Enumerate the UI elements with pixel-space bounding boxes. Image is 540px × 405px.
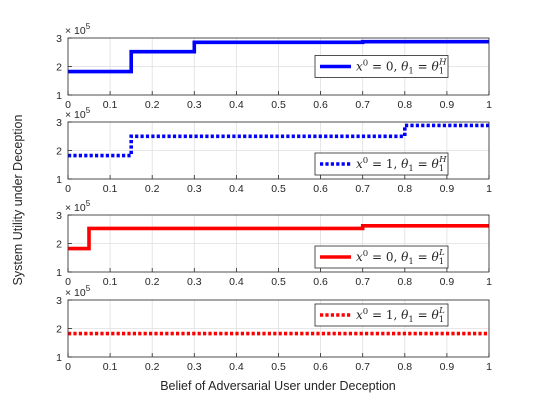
legend-label: x0 = 0, θ1 = θ1H xyxy=(356,58,447,77)
x-tick-label: 0.1 xyxy=(103,99,118,111)
y-axis-label: System Utility under Deception xyxy=(11,115,25,286)
x-tick-label: 0.1 xyxy=(103,276,118,288)
x-tick-label: 0.4 xyxy=(229,276,244,288)
legend-label: x0 = 0, θ1 = θ1L xyxy=(356,248,445,267)
x-tick-label: 0.5 xyxy=(271,183,286,195)
x-tick-label: 0.6 xyxy=(313,99,328,111)
x-tick-label: 0.9 xyxy=(440,183,455,195)
x-tick-label: 0.3 xyxy=(187,361,202,373)
x-tick-label: 0.1 xyxy=(103,183,118,195)
y-tick-label: 2 xyxy=(56,62,62,74)
x-tick-label: 0.3 xyxy=(187,99,202,111)
x-tick-label: 0.1 xyxy=(103,361,118,373)
legend: x0 = 0, θ1 = θ1H xyxy=(314,55,449,78)
subplot-4: 0 0.1 0.2 0.3 0.4 0.5 0.6 0.7 0.8 0.9 1 1 2 3× 105 x0 … xyxy=(56,284,492,373)
x-tick-label: 1 xyxy=(486,361,492,373)
x-tick-label: 0.4 xyxy=(229,99,244,111)
axes-box xyxy=(67,299,490,358)
x-tick-label: 0.2 xyxy=(145,276,160,288)
y-tick-label: 3 xyxy=(56,295,62,307)
y-tick-label: 2 xyxy=(56,324,62,336)
legend-label: x0 = 1, θ1 = θ1H xyxy=(356,155,447,174)
y-exponent-label: × 105 xyxy=(65,284,91,299)
x-tick-label: 0.8 xyxy=(397,361,412,373)
axes-box xyxy=(67,37,490,96)
subplot-1: 0 0.1 0.2 0.3 0.4 0.5 0.6 0.7 0.8 0.9 1 1 2 3× 105 x0 … xyxy=(56,22,492,111)
legend: x0 = 0, θ1 = θ1L xyxy=(314,245,449,269)
x-tick-label: 0.7 xyxy=(355,276,370,288)
x-tick-label: 0.6 xyxy=(313,183,328,195)
y-tick-label: 3 xyxy=(56,33,62,45)
x-tick-label: 0.4 xyxy=(229,361,244,373)
x-tick-label: 0 xyxy=(65,99,71,111)
x-tick-label: 0.8 xyxy=(397,99,412,111)
x-tick-label: 0.9 xyxy=(440,361,455,373)
legend-box xyxy=(314,245,449,269)
y-exponent-label: × 105 xyxy=(65,106,91,121)
axes-box xyxy=(67,214,490,273)
x-tick-label: 0 xyxy=(65,183,71,195)
x-tick-label: 0.2 xyxy=(145,183,160,195)
x-tick-label: 0.4 xyxy=(229,183,244,195)
x-tick-label: 0.5 xyxy=(271,99,286,111)
x-tick-label: 0.8 xyxy=(397,183,412,195)
y-tick-label: 3 xyxy=(56,117,62,129)
x-tick-label: 0 xyxy=(65,361,71,373)
x-tick-label: 0.8 xyxy=(397,276,412,288)
y-exponent-label: × 105 xyxy=(65,199,91,214)
y-tick-label: 2 xyxy=(56,146,62,158)
x-tick-label: 0.2 xyxy=(145,99,160,111)
y-tick-label: 3 xyxy=(56,210,62,222)
legend-box xyxy=(314,55,449,78)
x-tick-label: 0.6 xyxy=(313,276,328,288)
x-tick-label: 0.7 xyxy=(355,183,370,195)
x-tick-label: 0.3 xyxy=(187,183,202,195)
y-tick-label: 2 xyxy=(56,239,62,251)
legend: x0 = 1, θ1 = θ1L xyxy=(314,303,449,327)
y-tick-label: 1 xyxy=(56,267,62,279)
axes-box xyxy=(67,121,490,180)
x-tick-label: 0.9 xyxy=(440,99,455,111)
legend-label: x0 = 1, θ1 = θ1L xyxy=(356,306,445,325)
x-tick-label: 0.9 xyxy=(440,276,455,288)
legend: x0 = 1, θ1 = θ1H xyxy=(314,152,449,176)
series-line xyxy=(68,39,489,74)
series-line xyxy=(68,224,489,251)
y-exponent-label: × 105 xyxy=(65,22,91,37)
y-tick-label: 1 xyxy=(56,90,62,102)
x-tick-label: 0.7 xyxy=(355,361,370,373)
x-tick-label: 0.7 xyxy=(355,99,370,111)
x-tick-label: 1 xyxy=(486,99,492,111)
x-tick-label: 0.5 xyxy=(271,361,286,373)
subplot-2: 0 0.1 0.2 0.3 0.4 0.5 0.6 0.7 0.8 0.9 1 1 2 3× 105 x0 … xyxy=(56,106,492,195)
x-tick-label: 1 xyxy=(486,183,492,195)
x-tick-label: 0 xyxy=(65,276,71,288)
subplot-3: 0 0.1 0.2 0.3 0.4 0.5 0.6 0.7 0.8 0.9 1 1 2 3× 105 x0 … xyxy=(56,199,492,288)
x-tick-label: 0.5 xyxy=(271,276,286,288)
legend-box xyxy=(314,152,449,176)
y-tick-label: 1 xyxy=(56,352,62,364)
x-tick-label: 0.2 xyxy=(145,361,160,373)
x-tick-label: 1 xyxy=(486,276,492,288)
legend-box xyxy=(314,303,449,327)
x-axis-label: Belief of Adversarial User under Decepti… xyxy=(160,379,396,393)
series-line xyxy=(68,123,489,158)
x-tick-label: 0.6 xyxy=(313,361,328,373)
y-tick-label: 1 xyxy=(56,174,62,186)
x-tick-label: 0.3 xyxy=(187,276,202,288)
